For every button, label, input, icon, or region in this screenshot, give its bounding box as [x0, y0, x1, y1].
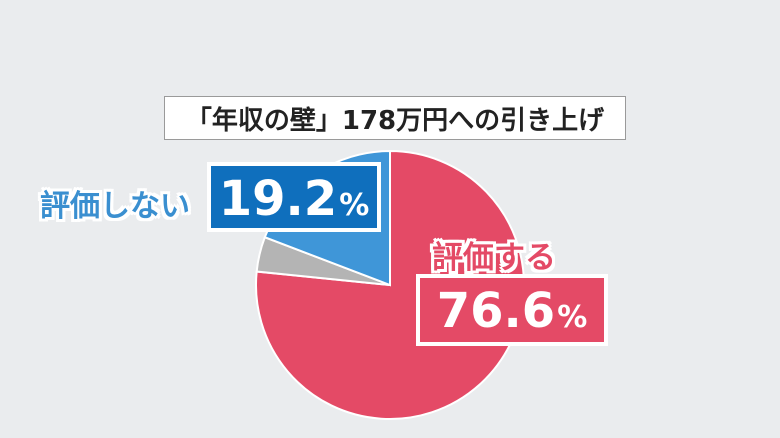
slice-label-disapprove: 評価しない: [40, 189, 190, 224]
value-badge-disapprove: 19.2 %: [207, 162, 381, 232]
slice-label-approve: 評価する: [432, 240, 556, 276]
percent-sign-disapprove: %: [339, 188, 370, 223]
percent-sign-approve: %: [557, 300, 588, 335]
value-disapprove: 19.2: [218, 171, 338, 227]
value-badge-approve: 76.6 %: [416, 274, 608, 346]
chart-title: 「年収の壁」178万円への引き上げ: [164, 96, 626, 140]
value-approve: 76.6: [436, 283, 556, 339]
